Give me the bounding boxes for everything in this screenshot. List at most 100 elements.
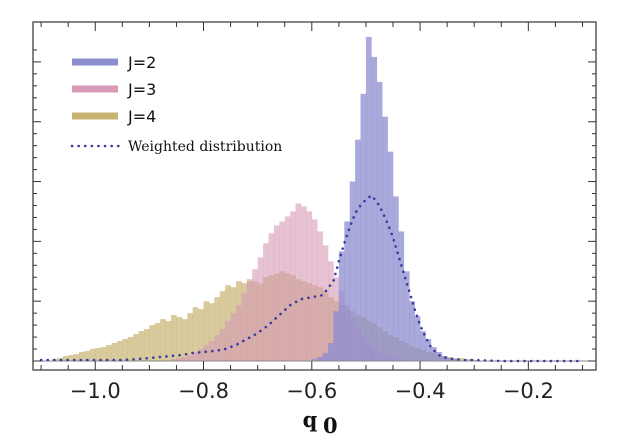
bar-j4-28 xyxy=(203,301,210,361)
bar-j2-22 xyxy=(430,347,437,361)
legend-label-j4: J=4 xyxy=(127,107,156,126)
bar-j4-7 xyxy=(89,349,96,361)
bar-j3-9 xyxy=(219,329,226,361)
bar-j3-14 xyxy=(246,281,253,361)
bar-j4-4 xyxy=(73,354,80,361)
bar-j3-12 xyxy=(236,305,242,361)
x-axis-title: q xyxy=(303,407,318,432)
legend-label-j2: J=2 xyxy=(127,53,156,72)
bar-j4-75 xyxy=(457,358,464,361)
legend-label-weighted: Weighted distribution xyxy=(128,139,282,155)
x-axis-title-subscript: 0 xyxy=(323,413,338,438)
bar-j2-15 xyxy=(392,196,399,361)
bar-j3-17 xyxy=(263,243,269,361)
bar-j4-2 xyxy=(62,356,69,361)
bar-j2-26 xyxy=(452,359,459,361)
bar-j4-19 xyxy=(154,323,161,361)
legend-label-j3: J=3 xyxy=(127,80,156,99)
bar-j4-14 xyxy=(127,337,134,361)
bar-j3-26 xyxy=(311,219,318,361)
bar-j4-22 xyxy=(171,315,177,361)
bar-j4-29 xyxy=(208,303,215,361)
x-tick-label: −0.8 xyxy=(178,379,229,403)
bar-j2-18 xyxy=(409,301,415,361)
bar-j2-12 xyxy=(376,81,383,362)
bar-j4-26 xyxy=(192,307,199,361)
bar-j3-27 xyxy=(317,231,323,361)
bar-j4-21 xyxy=(165,321,172,361)
x-tick-label: −0.6 xyxy=(286,379,337,403)
bar-j2-2 xyxy=(322,353,329,361)
bar-j3-2 xyxy=(181,357,188,361)
bar-j4-12 xyxy=(116,341,123,361)
bar-j3-19 xyxy=(273,225,280,361)
bar-j3-13 xyxy=(241,293,248,361)
bar-j3-11 xyxy=(230,313,237,361)
x-tick-label: −0.4 xyxy=(395,379,446,403)
bar-j4-24 xyxy=(181,319,188,361)
bar-j4-11 xyxy=(111,343,118,361)
bar-j2-25 xyxy=(447,358,453,361)
bar-j4-10 xyxy=(106,345,112,361)
bar-j3-24 xyxy=(300,206,307,361)
bar-j3-15 xyxy=(252,269,258,361)
plot-frame xyxy=(32,21,597,371)
bar-j4-25 xyxy=(187,313,193,361)
bar-j2-19 xyxy=(414,316,421,361)
bar-j2-9 xyxy=(360,93,367,361)
bar-j4-18 xyxy=(149,325,156,361)
bar-j4-30 xyxy=(214,297,221,361)
bar-j3-21 xyxy=(284,216,291,361)
bar-j2-17 xyxy=(403,271,410,361)
bar-j2-16 xyxy=(398,231,405,361)
bar-j4-13 xyxy=(122,339,129,361)
bar-j2-8 xyxy=(355,139,361,361)
bar-j4-23 xyxy=(176,317,183,361)
bar-j2-10 xyxy=(365,36,372,361)
bar-j4-3 xyxy=(68,355,74,361)
series-j2 xyxy=(311,36,459,362)
bar-j2-21 xyxy=(425,339,432,361)
legend: J=2 J=3 J=4 Weighted distribution xyxy=(70,53,282,155)
bar-j3-16 xyxy=(257,257,264,361)
bar-j4-5 xyxy=(79,352,85,361)
bar-j3-10 xyxy=(225,321,231,361)
bar-j4-31 xyxy=(219,291,226,361)
bar-j4-9 xyxy=(100,347,107,361)
bar-j2-11 xyxy=(371,56,378,361)
bar-j3-25 xyxy=(306,211,313,361)
bar-j4-6 xyxy=(84,351,91,361)
bar-j3-28 xyxy=(322,245,329,361)
bar-j2-1 xyxy=(317,357,323,361)
bar-j3-4 xyxy=(192,352,199,361)
x-tick-label: −0.2 xyxy=(503,379,554,403)
bar-j2-0 xyxy=(311,359,318,361)
x-tick-label: −1.0 xyxy=(70,379,121,403)
bar-j2-7 xyxy=(349,181,356,361)
bar-j2-6 xyxy=(344,221,350,361)
bar-j2-4 xyxy=(333,311,340,361)
bar-j3-5 xyxy=(198,349,204,361)
bar-j3-3 xyxy=(187,355,193,361)
bar-j4-16 xyxy=(138,331,145,361)
bar-j3-0 xyxy=(171,359,177,361)
bar-j3-23 xyxy=(295,203,302,361)
bar-j2-13 xyxy=(382,116,388,361)
bar-j2-5 xyxy=(338,251,345,361)
bar-j4-20 xyxy=(160,319,166,361)
bar-j4-15 xyxy=(133,334,139,361)
bar-j4-27 xyxy=(198,309,204,361)
bar-j3-20 xyxy=(279,221,286,361)
bar-j2-14 xyxy=(387,151,394,361)
bar-j4-8 xyxy=(95,348,101,361)
plot-area xyxy=(33,36,596,363)
bar-j3-6 xyxy=(203,345,210,361)
bar-j3-1 xyxy=(176,358,183,361)
axis-ticks: −1.0 −0.8 −0.6 −0.4 −0.2 xyxy=(33,22,596,403)
bar-j3-8 xyxy=(214,335,221,361)
bar-j2-3 xyxy=(328,343,334,361)
series-weighted xyxy=(39,193,584,363)
bar-j3-18 xyxy=(268,233,275,361)
bar-j4-17 xyxy=(143,329,150,361)
